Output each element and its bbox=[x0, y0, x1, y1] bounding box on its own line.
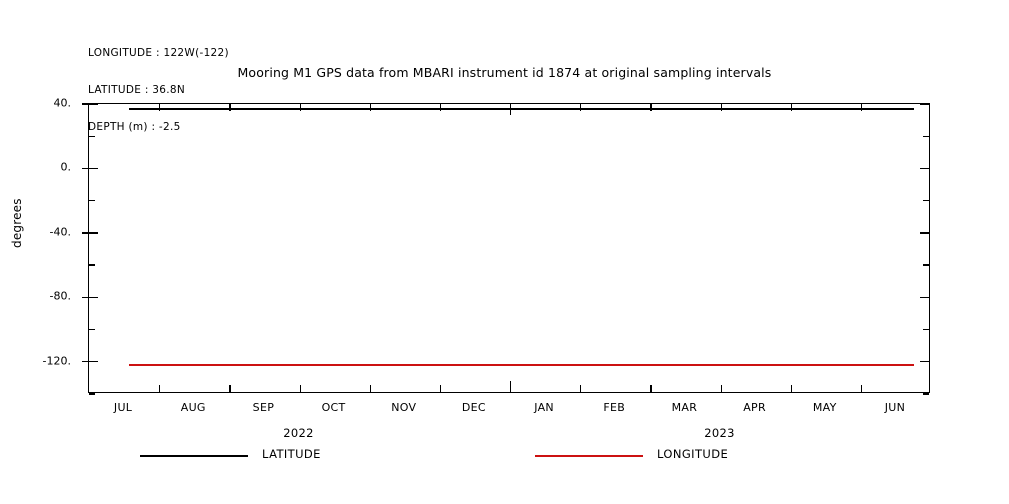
x-year-label: 2023 bbox=[704, 426, 735, 440]
data-series-latitude bbox=[128, 108, 915, 110]
y-tick-minor-right bbox=[923, 135, 929, 137]
x-tick-bottom bbox=[229, 385, 231, 392]
x-tick-label: MAR bbox=[671, 401, 698, 414]
y-tick-major-left bbox=[89, 296, 98, 298]
y-tick-label: -120. bbox=[42, 354, 71, 368]
y-tick-major-left bbox=[89, 103, 98, 105]
x-tick-bottom bbox=[790, 385, 792, 392]
legend-line-swatch bbox=[140, 455, 248, 457]
x-tick-label: AUG bbox=[180, 401, 206, 414]
y-tick-label: 40. bbox=[53, 96, 72, 110]
chart-title: Mooring M1 GPS data from MBARI instrumen… bbox=[237, 65, 772, 80]
legend-label: LATITUDE bbox=[262, 447, 321, 461]
x-tick-label: NOV bbox=[391, 401, 417, 414]
x-tick-top bbox=[439, 104, 442, 111]
y-tick-label: 0. bbox=[60, 160, 72, 174]
y-tick-minor-left bbox=[89, 135, 95, 137]
x-tick-bottom bbox=[369, 385, 371, 392]
x-tick-bottom bbox=[580, 385, 582, 392]
y-tick-major-left bbox=[89, 232, 98, 234]
x-tick-top bbox=[720, 104, 722, 111]
y-axis-tick-labels: 40. 0. -40. -80. -120. bbox=[0, 97, 80, 393]
y-tick-major-right bbox=[920, 167, 929, 170]
y-tick-minor-right bbox=[923, 200, 929, 202]
x-tick-label: JUL bbox=[113, 401, 133, 414]
y-tick-major-right bbox=[920, 296, 929, 298]
legend-label: LONGITUDE bbox=[657, 447, 729, 461]
y-tick-label: -40. bbox=[49, 225, 71, 239]
y-tick-minor-right bbox=[923, 393, 929, 395]
x-tick-bottom bbox=[159, 385, 161, 392]
y-tick-major-left-outer bbox=[82, 167, 89, 170]
y-tick-label: -80. bbox=[49, 289, 71, 303]
y-tick-minor-left bbox=[89, 200, 95, 202]
y-tick-major-left-outer bbox=[82, 232, 89, 234]
x-tick-top bbox=[650, 104, 652, 111]
y-tick-major-left bbox=[89, 361, 98, 363]
x-tick-label: JAN bbox=[534, 401, 554, 414]
x-tick-bottom bbox=[510, 381, 512, 392]
x-tick-label: MAY bbox=[812, 401, 837, 414]
x-tick-label: SEP bbox=[252, 401, 275, 414]
y-tick-major-left-outer bbox=[82, 296, 89, 298]
data-series-longitude bbox=[128, 364, 915, 366]
y-tick-major-right bbox=[920, 361, 929, 363]
x-tick-top bbox=[860, 104, 863, 111]
plot-frame bbox=[82, 103, 930, 395]
x-tick-bottom bbox=[860, 385, 863, 392]
legend-line-swatch bbox=[535, 455, 643, 457]
x-tick-label: OCT bbox=[321, 401, 346, 414]
y-tick-minor-left bbox=[89, 328, 95, 331]
x-tick-top bbox=[790, 104, 792, 111]
y-tick-major-left-outer bbox=[82, 103, 89, 105]
y-tick-minor-right bbox=[923, 264, 929, 266]
y-tick-minor-left bbox=[89, 393, 95, 395]
metadata-depth: DEPTH (m) : -2.5 bbox=[88, 121, 181, 134]
x-axis-tick-labels: JUL AUG SEP OCT NOV DEC JAN FEB MAR APR MAY JUN bbox=[88, 401, 930, 419]
x-tick-label: FEB bbox=[603, 401, 626, 414]
x-year-label: 2022 bbox=[283, 426, 314, 440]
y-tick-major-right bbox=[920, 232, 929, 234]
metadata-latitude: LATITUDE : 36.8N bbox=[88, 84, 186, 97]
y-tick-minor-right bbox=[923, 328, 929, 331]
y-tick-minor-left bbox=[89, 264, 95, 266]
y-tick-major-left-outer bbox=[82, 361, 89, 363]
metadata-longitude: LONGITUDE : 122W(-122) bbox=[88, 46, 229, 59]
x-tick-top bbox=[369, 104, 371, 111]
x-tick-bottom bbox=[650, 385, 652, 392]
x-tick-label: APR bbox=[743, 401, 766, 414]
chart-legend: LATITUDE LONGITUDE bbox=[0, 447, 1009, 471]
y-tick-major-right bbox=[920, 103, 929, 105]
x-tick-label: JUN bbox=[884, 401, 906, 414]
metadata-block: LONGITUDE : 122W(-122) LATITUDE : 36.8N … bbox=[88, 22, 229, 158]
x-tick-top bbox=[580, 104, 582, 111]
x-tick-bottom bbox=[299, 385, 301, 392]
y-tick-major-left bbox=[89, 167, 98, 170]
x-tick-bottom bbox=[439, 385, 442, 392]
x-axis-year-labels: 2022 2023 bbox=[88, 426, 930, 444]
x-tick-top bbox=[299, 104, 301, 111]
x-tick-top bbox=[229, 104, 231, 111]
x-tick-label: DEC bbox=[461, 401, 486, 414]
x-tick-top bbox=[159, 104, 161, 111]
x-tick-bottom bbox=[720, 385, 722, 392]
